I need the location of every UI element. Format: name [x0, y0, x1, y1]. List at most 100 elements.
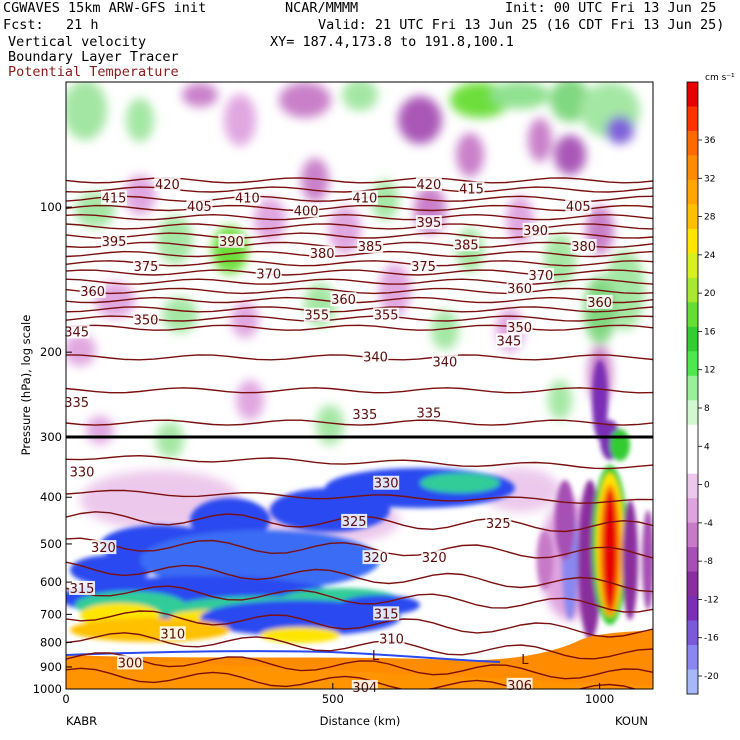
theta-label: 370 [256, 268, 281, 283]
theta-label-bg [133, 258, 160, 273]
colorbar-label: -12 [704, 595, 719, 605]
theta-contour [66, 232, 653, 239]
theta-contour [66, 287, 653, 295]
theta-label-bg [506, 281, 533, 296]
theta-label: 390 [219, 235, 244, 250]
potential-temperature-contours [66, 177, 653, 689]
theta-label: 304 [352, 681, 377, 696]
theta-label-bg [378, 631, 405, 646]
theta-label-bg [69, 464, 96, 479]
colorbar-swatch [687, 596, 698, 622]
theta-label: 390 [523, 224, 548, 239]
theta-label: 335 [352, 408, 377, 423]
theta-label-bg [527, 268, 554, 283]
org-label: NCAR/MMMM [285, 0, 359, 16]
y-tick-label: 1000 [33, 682, 62, 696]
theta-label: 330 [70, 465, 95, 480]
colorbar-swatch [687, 302, 698, 328]
theta-label-bg [357, 239, 384, 254]
theta-label-bg [303, 307, 330, 322]
x-axis-label: Distance (km) [320, 714, 401, 728]
theta-label: 330 [374, 477, 399, 492]
theta-label: 325 [342, 515, 367, 530]
colorbar-swatch [687, 669, 698, 695]
theta-label-bg [415, 405, 442, 420]
theta-contour [66, 454, 653, 470]
colorbar-label: 4 [704, 442, 710, 452]
theta-label-bg [186, 199, 213, 214]
theta-label: 415 [102, 192, 127, 207]
theta-contour [66, 652, 653, 680]
theta-label: 375 [134, 260, 159, 275]
theta-contour [66, 489, 653, 504]
low-marker: L [372, 649, 380, 664]
colorbar-label: 12 [704, 366, 715, 376]
theta-label: 355 [304, 309, 329, 324]
theta-label-bg [330, 292, 357, 307]
theta-label: 410 [235, 192, 260, 207]
theta-label: 355 [374, 309, 399, 324]
colorbar-label: 28 [704, 213, 716, 223]
vertical-velocity-field [66, 82, 653, 689]
endpoint-start-label: KABR [66, 714, 97, 728]
theta-contour [66, 213, 653, 221]
y-tick-label: 200 [40, 345, 62, 359]
theta-label-bg [570, 239, 597, 254]
y-axis: 100 200 300 400 500 600 700 800 900 1000 [33, 200, 72, 696]
theta-label-bg [255, 266, 282, 281]
theta-label: 420 [155, 178, 180, 193]
colorbar-swatch [687, 498, 698, 524]
theta-contour [66, 419, 653, 426]
theta-contour [66, 354, 653, 361]
theta-label: 385 [358, 240, 383, 255]
theta-label-bg [565, 199, 592, 214]
valid-time: Valid: 21 UTC Fri 13 Jun 25 (16 CDT Fri … [318, 17, 725, 33]
y-tick-label: 400 [40, 490, 62, 504]
y-tick-label: 500 [40, 537, 62, 551]
colorbar-label: -16 [704, 634, 719, 644]
theta-label-bg [362, 349, 389, 364]
theta-label-bg [351, 190, 378, 205]
theta-label: 320 [363, 551, 388, 566]
theta-label-bg [431, 354, 458, 369]
colorbar-label: 20 [704, 289, 716, 299]
theta-label: 360 [507, 282, 532, 297]
theta-label-bg [373, 307, 400, 322]
field-potential-temperature: Potential Temperature [8, 64, 179, 80]
theta-contour [66, 204, 653, 212]
theta-label-bg [415, 215, 442, 230]
theta-label: 315 [70, 582, 95, 597]
theta-label: 320 [91, 541, 116, 556]
forecast-label: Fcst: [3, 17, 44, 33]
theta-label: 385 [454, 238, 479, 253]
x-tick-label: 0 [62, 692, 69, 706]
theta-contour [66, 537, 653, 559]
theta-contour [66, 296, 653, 304]
theta-label: 325 [486, 517, 511, 532]
colorbar-frame [686, 81, 699, 695]
colorbar-swatch [687, 277, 698, 303]
theta-label: 310 [160, 627, 185, 642]
theta-contour [66, 306, 653, 313]
theta-label: 405 [187, 200, 212, 215]
theta-label-bg [154, 177, 181, 192]
theta-label: 340 [432, 355, 457, 370]
theta-label-bg [410, 258, 437, 273]
colorbar-swatch [687, 375, 698, 401]
y-tick-label: 300 [40, 430, 62, 444]
theta-label-bg [362, 550, 389, 565]
theta-label-bg [415, 177, 442, 192]
theta-contour [66, 561, 653, 593]
theta-label-bg [373, 606, 400, 621]
x-tick-label: 1000 [585, 692, 614, 706]
theta-label-bg [63, 395, 90, 410]
theta-label: 340 [363, 350, 388, 365]
theta-contour [66, 278, 653, 285]
colorbar-swatch [687, 547, 698, 573]
theta-label: 360 [587, 296, 612, 311]
colorbar-swatch [687, 522, 698, 548]
colorbar-swatch [687, 473, 698, 499]
theta-label: 380 [310, 247, 335, 262]
theta-contour [66, 667, 638, 689]
